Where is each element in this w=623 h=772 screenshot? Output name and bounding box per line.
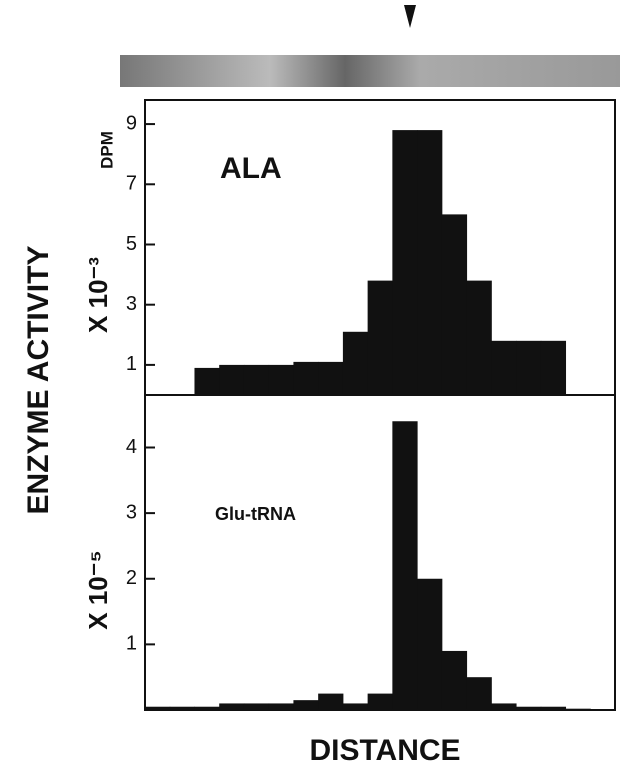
annotation: ALA — [220, 152, 282, 185]
bar — [293, 700, 318, 710]
bar — [442, 651, 467, 710]
bar — [541, 341, 566, 395]
bar — [442, 214, 467, 395]
y-tick-label: 1 — [126, 633, 137, 655]
bar — [269, 365, 294, 395]
bar — [417, 130, 442, 395]
bar — [491, 341, 516, 395]
bar — [244, 365, 269, 395]
bar — [343, 332, 368, 395]
y-tick-label: 4 — [126, 436, 137, 458]
bar — [417, 579, 442, 710]
figure: ENZYME ACTIVITY DPM DISTANCE 1 3 5 7 9 ALA X 1… — [0, 0, 623, 772]
bar — [318, 694, 343, 710]
y-tick-label: 5 — [126, 233, 137, 255]
unit-label: DPM — [97, 131, 116, 169]
y-tick-label: 1 — [126, 353, 137, 375]
bar — [318, 362, 343, 395]
bar — [392, 130, 417, 395]
panel-frame — [145, 395, 615, 710]
y-tick-label: 9 — [126, 112, 137, 134]
bar — [368, 694, 393, 710]
multiplier-label: X 10⁻⁵ — [83, 550, 113, 629]
y-axis-label: ENZYME ACTIVITY — [22, 246, 55, 515]
y-tick-label: 3 — [126, 501, 137, 523]
bar — [467, 677, 492, 710]
bar — [516, 341, 541, 395]
gel-strip — [120, 55, 620, 87]
bar — [368, 281, 393, 395]
bar — [392, 421, 417, 710]
y-tick-label: 7 — [126, 173, 137, 195]
bar — [219, 365, 244, 395]
arrow-marker — [404, 5, 416, 28]
bar — [293, 362, 318, 395]
x-axis-label: DISTANCE — [309, 734, 460, 767]
bar — [194, 368, 219, 395]
multiplier-label: X 10⁻³ — [83, 257, 113, 333]
bar — [467, 281, 492, 395]
y-tick-label: 3 — [126, 293, 137, 315]
annotation: Glu-tRNA — [215, 504, 296, 524]
y-tick-label: 2 — [126, 567, 137, 589]
